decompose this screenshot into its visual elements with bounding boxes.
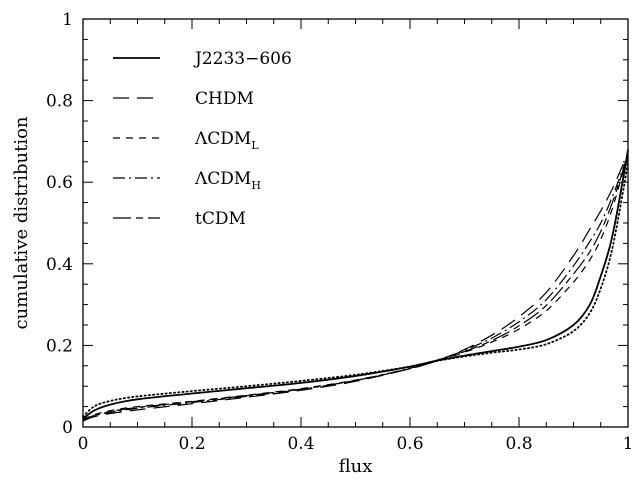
y-tick-label: 0.6 [46,173,73,193]
x-tick-label: 0.6 [396,434,423,454]
y-tick-label: 0.4 [46,255,73,275]
y-axis-label: cumulative distribution [11,116,32,329]
plot-frame [82,18,629,428]
legend-label: J2233−606 [193,49,292,69]
legend: J2233−606 CHDM ΛCDML ΛCDMH tCDM [113,49,292,229]
y-tick-label: 0 [62,418,73,438]
x-tick-label: 0.2 [178,434,205,454]
x-tick-label: 0 [78,434,89,454]
x-tick-label: 0.4 [287,434,314,454]
y-tick-label: 0.2 [46,336,73,356]
series-line-long-short-dash [82,156,629,421]
x-axis-label: flux [339,456,373,477]
series-line-solid [82,149,629,420]
series-lines [82,149,629,422]
x-tick-label: 0.8 [505,434,532,454]
y-tick-label: 0.8 [46,92,73,112]
axis-ticks [82,18,629,428]
x-tick-label: 1 [623,434,634,454]
tick-labels: 00 0.2 0.2 0.4 0.4 0.6 0.6 0.8 0.8 1 1 [46,10,633,454]
legend-label: ΛCDML [194,129,259,152]
series-line-dash-dot [82,155,629,422]
legend-label: tCDM [195,209,246,229]
legend-label: CHDM [195,89,254,109]
legend-label: ΛCDMH [194,169,261,192]
y-tick-label: 1 [62,10,73,30]
series-line-dotted [82,160,629,418]
